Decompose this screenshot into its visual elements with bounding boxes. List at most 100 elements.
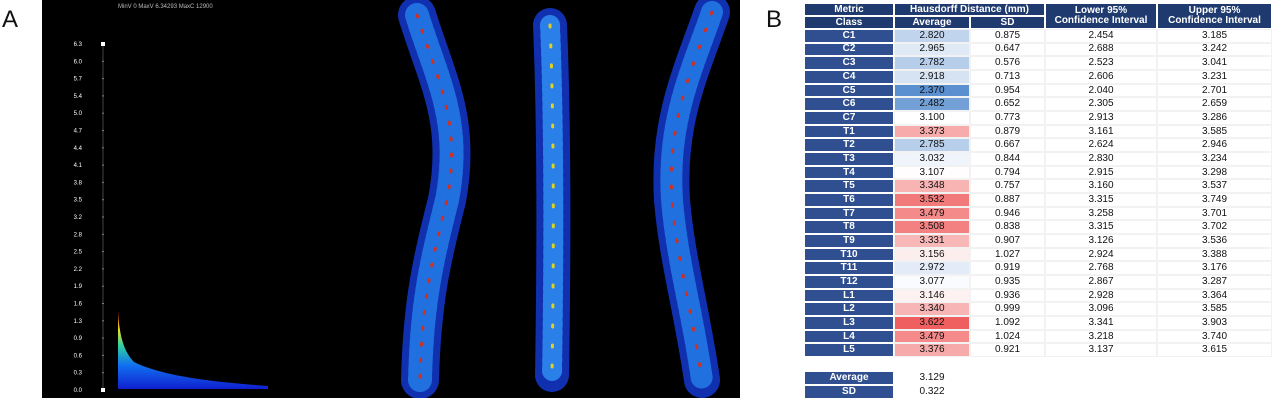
value-cell: 3.331 — [894, 234, 970, 248]
class-cell: T2 — [804, 138, 894, 153]
value-cell: 2.946 — [1157, 138, 1272, 153]
value-cell: 3.286 — [1157, 111, 1272, 125]
value-cell: 3.218 — [1045, 329, 1157, 344]
value-cell: 0.773 — [970, 111, 1045, 125]
class-cell: L3 — [804, 316, 894, 330]
class-cell: L4 — [804, 329, 894, 344]
value-cell: 3.315 — [1045, 193, 1157, 207]
summary-value: 3.129 — [919, 372, 945, 384]
class-cell: T11 — [804, 261, 894, 276]
value-cell: 0.838 — [970, 220, 1045, 235]
value-cell: 0.667 — [970, 138, 1045, 153]
value-cell: 3.536 — [1157, 234, 1272, 248]
header-line: Confidence Interval — [1168, 15, 1261, 26]
scale-label: 4.4 — [74, 146, 83, 152]
value-cell: 3.185 — [1157, 29, 1272, 43]
value-cell: 0.935 — [970, 275, 1045, 289]
class-cell: T7 — [804, 206, 894, 221]
scale-label: 2.5 — [74, 250, 83, 256]
header-cell: Hausdorff Distance (mm) — [894, 3, 1045, 16]
value-cell: 3.146 — [894, 288, 970, 303]
value-cell: 2.482 — [894, 97, 970, 111]
scale-label: 1.9 — [74, 284, 83, 290]
value-cell: 0.875 — [970, 29, 1045, 43]
value-cell: 2.965 — [894, 42, 970, 57]
value-cell: 3.388 — [1157, 247, 1272, 262]
value-cell: 3.234 — [1157, 152, 1272, 166]
scale-label: 5.0 — [74, 111, 83, 117]
value-cell: 3.161 — [1045, 124, 1157, 139]
scale-dot — [102, 303, 104, 304]
header-line: Lower 95% — [1074, 5, 1128, 16]
panel-a-image: MinV 0 MaxV 6.34293 MaxC 12900 0.0 0.3 0.6… — [42, 0, 740, 398]
value-cell: 3.340 — [894, 302, 970, 317]
value-cell: 3.258 — [1045, 206, 1157, 221]
value-cell: 3.373 — [894, 124, 970, 139]
value-cell: 3.508 — [894, 220, 970, 235]
panel-label: A — [2, 6, 19, 33]
value-cell: 0.907 — [970, 234, 1045, 248]
value-cell: 3.903 — [1157, 316, 1272, 330]
value-cell: 1.024 — [970, 329, 1045, 344]
header-cell: Upper 95% Confidence Interval — [1157, 3, 1272, 29]
value-cell: 3.137 — [1045, 343, 1157, 358]
header-cell: SD — [970, 16, 1045, 29]
value-cell: 3.107 — [894, 165, 970, 180]
scale-label: 5.7 — [74, 77, 83, 83]
scale-dot — [102, 60, 104, 62]
value-cell: 2.606 — [1045, 70, 1157, 84]
value-cell: 3.364 — [1157, 288, 1272, 303]
class-cell: L1 — [804, 288, 894, 303]
scale-label: 3.2 — [74, 215, 83, 221]
scale-label: 2.2 — [74, 267, 83, 273]
value-cell: 3.749 — [1157, 193, 1272, 207]
value-cell: 3.231 — [1157, 70, 1272, 84]
header-cell: Average — [894, 16, 970, 29]
value-cell: 2.972 — [894, 261, 970, 276]
scale-dot — [102, 337, 104, 339]
value-cell: 3.479 — [894, 329, 970, 344]
value-cell: 2.820 — [894, 29, 970, 43]
class-cell: C7 — [804, 111, 894, 125]
value-cell: 3.585 — [1157, 302, 1272, 317]
value-cell: 2.915 — [1045, 165, 1157, 180]
summary-label: Average — [804, 371, 894, 386]
value-cell: 1.092 — [970, 316, 1045, 330]
histogram — [118, 310, 268, 389]
value-cell: 3.615 — [1157, 343, 1272, 358]
scale-dot — [102, 78, 104, 80]
scale-dot — [102, 199, 104, 201]
value-cell: 2.782 — [894, 56, 970, 70]
value-cell: 3.740 — [1157, 329, 1272, 344]
value-cell: 2.624 — [1045, 138, 1157, 153]
class-cell: L5 — [804, 343, 894, 358]
value-cell: 0.652 — [970, 97, 1045, 111]
value-cell: 2.370 — [894, 83, 970, 98]
value-cell: 2.040 — [1045, 83, 1157, 98]
value-cell: 2.924 — [1045, 247, 1157, 262]
value-cell: 1.027 — [970, 247, 1045, 262]
panel-label: B — [766, 6, 783, 33]
header-line: Upper 95% — [1188, 5, 1241, 16]
scale-dot — [101, 388, 105, 392]
scale-label: 6.0 — [74, 59, 83, 65]
scale-dot — [102, 147, 104, 149]
value-cell: 3.532 — [894, 193, 970, 207]
class-cell: C2 — [804, 42, 894, 57]
scale-label: 4.1 — [74, 163, 83, 169]
value-cell: 0.921 — [970, 343, 1045, 358]
value-cell: 3.585 — [1157, 124, 1272, 139]
value-cell: 2.305 — [1045, 97, 1157, 111]
scale-dot — [102, 181, 104, 183]
scale-label: 0.9 — [74, 336, 83, 342]
scale-dot — [102, 95, 104, 97]
value-cell: 0.757 — [970, 179, 1045, 194]
value-cell: 3.077 — [894, 275, 970, 289]
scale-label: 6.3 — [74, 42, 83, 48]
value-cell: 0.647 — [970, 42, 1045, 57]
scale-dot — [102, 216, 104, 218]
header-cell: Class — [804, 16, 894, 29]
background — [42, 0, 740, 398]
class-cell: C6 — [804, 97, 894, 111]
